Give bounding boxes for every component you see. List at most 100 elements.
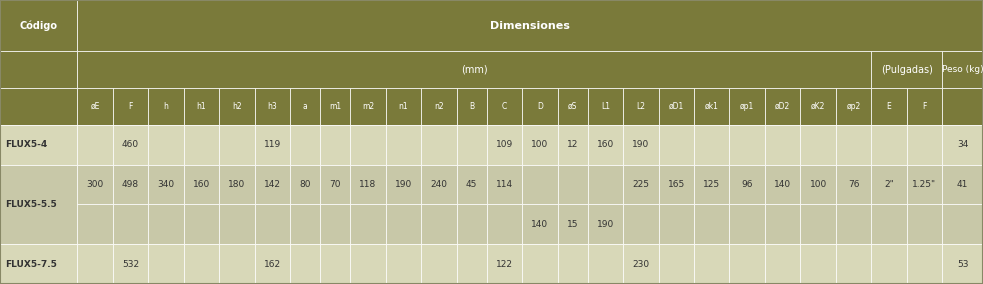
Bar: [113, 165, 148, 204]
Bar: [290, 244, 320, 284]
Text: 498: 498: [122, 180, 139, 189]
Text: m2: m2: [362, 102, 374, 111]
Text: 1.25": 1.25": [912, 180, 937, 189]
Text: 225: 225: [632, 180, 650, 189]
Bar: [78, 0, 983, 51]
Text: 140: 140: [774, 180, 791, 189]
Bar: [800, 165, 836, 204]
Bar: [184, 165, 219, 204]
Bar: [78, 244, 113, 284]
Text: (mm): (mm): [461, 64, 488, 75]
Bar: [623, 244, 659, 284]
Bar: [456, 204, 487, 244]
Text: 34: 34: [956, 140, 968, 149]
Text: 122: 122: [495, 260, 513, 269]
Bar: [729, 204, 765, 244]
Text: 80: 80: [300, 180, 311, 189]
Bar: [0, 165, 78, 244]
Bar: [113, 244, 148, 284]
Bar: [78, 88, 113, 125]
Bar: [588, 244, 623, 284]
Bar: [320, 88, 350, 125]
Bar: [836, 125, 871, 165]
Text: 45: 45: [466, 180, 478, 189]
Bar: [522, 204, 557, 244]
Bar: [421, 204, 456, 244]
Bar: [522, 88, 557, 125]
Bar: [290, 88, 320, 125]
Bar: [871, 88, 906, 125]
Bar: [385, 125, 421, 165]
Bar: [148, 88, 184, 125]
Bar: [871, 244, 906, 284]
Bar: [522, 244, 557, 284]
Bar: [350, 165, 385, 204]
Bar: [557, 125, 588, 165]
Text: 190: 190: [597, 220, 614, 229]
Bar: [659, 125, 694, 165]
Bar: [0, 0, 78, 51]
Text: øD2: øD2: [775, 102, 790, 111]
Bar: [800, 244, 836, 284]
Text: 119: 119: [263, 140, 281, 149]
Bar: [694, 125, 729, 165]
Bar: [942, 204, 983, 244]
Bar: [557, 204, 588, 244]
Bar: [0, 125, 78, 165]
Bar: [836, 244, 871, 284]
Bar: [219, 88, 255, 125]
Bar: [0, 51, 78, 88]
Bar: [290, 125, 320, 165]
Bar: [588, 204, 623, 244]
Text: 340: 340: [157, 180, 175, 189]
Bar: [219, 204, 255, 244]
Text: (Pulgadas): (Pulgadas): [881, 64, 933, 75]
Bar: [871, 165, 906, 204]
Text: 190: 190: [395, 180, 412, 189]
Bar: [623, 204, 659, 244]
Text: D: D: [537, 102, 543, 111]
Bar: [729, 165, 765, 204]
Text: 118: 118: [360, 180, 376, 189]
Bar: [659, 204, 694, 244]
Text: FLUX5-5.5: FLUX5-5.5: [5, 200, 57, 209]
Bar: [184, 204, 219, 244]
Bar: [184, 88, 219, 125]
Text: 180: 180: [228, 180, 246, 189]
Text: 76: 76: [847, 180, 859, 189]
Bar: [456, 244, 487, 284]
Text: 142: 142: [263, 180, 281, 189]
Bar: [456, 88, 487, 125]
Bar: [385, 204, 421, 244]
Bar: [255, 204, 290, 244]
Bar: [219, 165, 255, 204]
Bar: [148, 244, 184, 284]
Bar: [871, 51, 942, 88]
Bar: [456, 125, 487, 165]
Text: 114: 114: [495, 180, 513, 189]
Text: n1: n1: [398, 102, 408, 111]
Bar: [320, 125, 350, 165]
Bar: [871, 204, 906, 244]
Bar: [694, 165, 729, 204]
Bar: [694, 244, 729, 284]
Text: 96: 96: [741, 180, 753, 189]
Bar: [78, 204, 113, 244]
Bar: [522, 125, 557, 165]
Text: E: E: [887, 102, 892, 111]
Bar: [148, 204, 184, 244]
Bar: [765, 204, 800, 244]
Text: Peso (kg): Peso (kg): [942, 65, 983, 74]
Bar: [659, 244, 694, 284]
Text: h3: h3: [267, 102, 277, 111]
Bar: [906, 165, 942, 204]
Text: 53: 53: [956, 260, 968, 269]
Bar: [906, 125, 942, 165]
Bar: [836, 88, 871, 125]
Bar: [800, 125, 836, 165]
Bar: [350, 125, 385, 165]
Bar: [255, 88, 290, 125]
Bar: [522, 165, 557, 204]
Bar: [800, 204, 836, 244]
Bar: [942, 51, 983, 88]
